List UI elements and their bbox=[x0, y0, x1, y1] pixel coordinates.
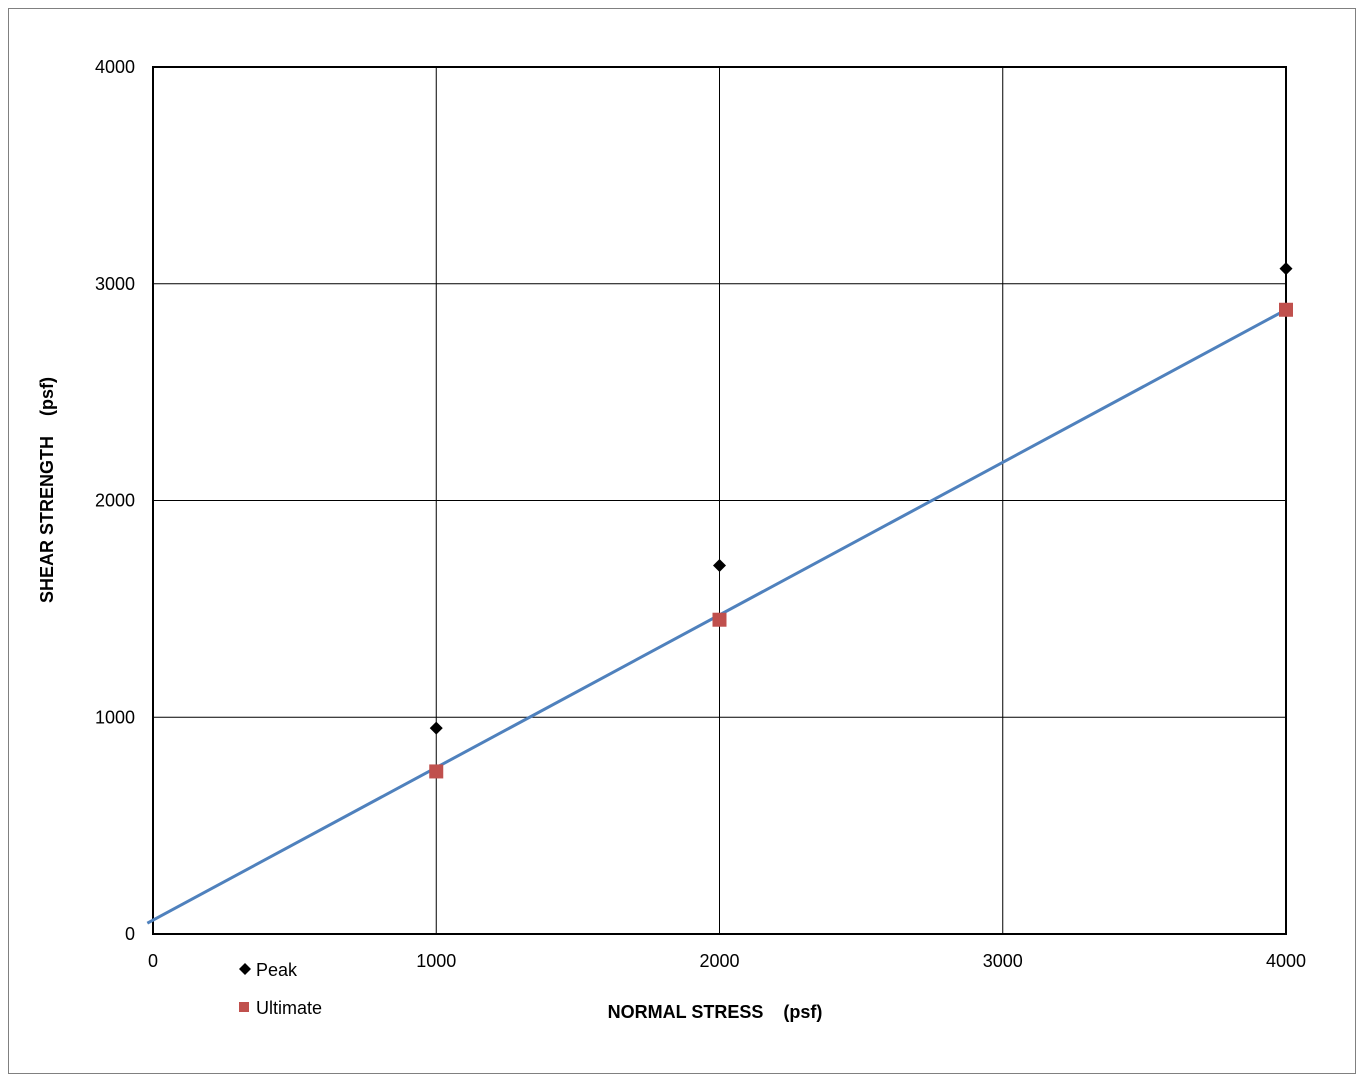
y-tick-label: 3000 bbox=[95, 274, 135, 294]
point-ultimate-0 bbox=[429, 764, 444, 779]
y-tick-label: 1000 bbox=[95, 707, 135, 727]
point-ultimate-1 bbox=[712, 612, 727, 627]
y-tick-label: 4000 bbox=[95, 57, 135, 77]
point-peak-2 bbox=[1279, 262, 1293, 276]
x-axis-title: NORMAL STRESS (psf) bbox=[608, 1002, 823, 1022]
grid bbox=[152, 66, 1287, 935]
x-tick-label: 1000 bbox=[416, 951, 456, 971]
x-tick-label: 2000 bbox=[699, 951, 739, 971]
legend-ultimate-marker bbox=[239, 1002, 249, 1012]
y-tick-label: 0 bbox=[125, 924, 135, 944]
point-peak-1 bbox=[713, 559, 726, 573]
y-tick-label: 2000 bbox=[95, 491, 135, 511]
legend-peak-label: Peak bbox=[256, 960, 298, 980]
x-tick-label: 3000 bbox=[983, 951, 1023, 971]
x-tick-label: 4000 bbox=[1266, 951, 1306, 971]
point-peak-0 bbox=[429, 721, 443, 735]
x-tick-labels: 0 1000 2000 3000 4000 bbox=[148, 951, 1306, 971]
y-axis-title: SHEAR STRENGTH (psf) bbox=[37, 377, 57, 603]
legend-ultimate-label: Ultimate bbox=[256, 998, 322, 1018]
y-tick-labels: 0 1000 2000 3000 4000 bbox=[95, 57, 135, 944]
x-tick-label: 0 bbox=[148, 951, 158, 971]
data-points bbox=[429, 262, 1293, 779]
point-ultimate-2 bbox=[1279, 302, 1293, 317]
legend: Peak Ultimate bbox=[239, 960, 322, 1018]
plot-area bbox=[152, 66, 1287, 935]
legend-peak-marker bbox=[239, 963, 251, 975]
